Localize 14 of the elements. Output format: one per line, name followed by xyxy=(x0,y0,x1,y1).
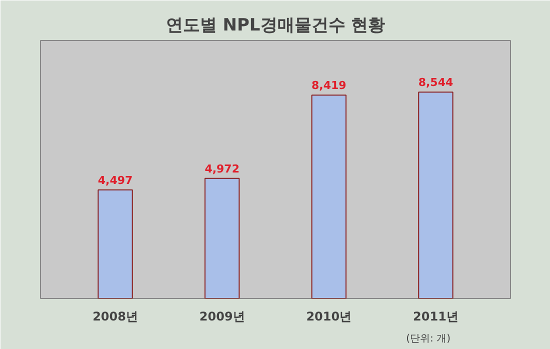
data-label: 4,972 xyxy=(204,162,240,176)
bar xyxy=(204,178,240,298)
text: (단위: 개) xyxy=(406,334,451,344)
chart-title: 연도별 NPL경매물건수 현황 xyxy=(166,16,386,36)
x-tick-label: 2008년 xyxy=(92,310,138,324)
bar xyxy=(311,94,346,298)
data-label: 8,544 xyxy=(418,76,454,90)
data-label: 4,497 xyxy=(98,174,133,187)
x-tick-label: 2009년 xyxy=(199,310,245,324)
bar xyxy=(418,92,454,298)
x-tick-label: 2010년 xyxy=(306,310,352,324)
x-tick-label: 2011년 xyxy=(413,310,458,324)
data-label: 8,419 xyxy=(312,79,346,92)
bar xyxy=(98,189,133,298)
